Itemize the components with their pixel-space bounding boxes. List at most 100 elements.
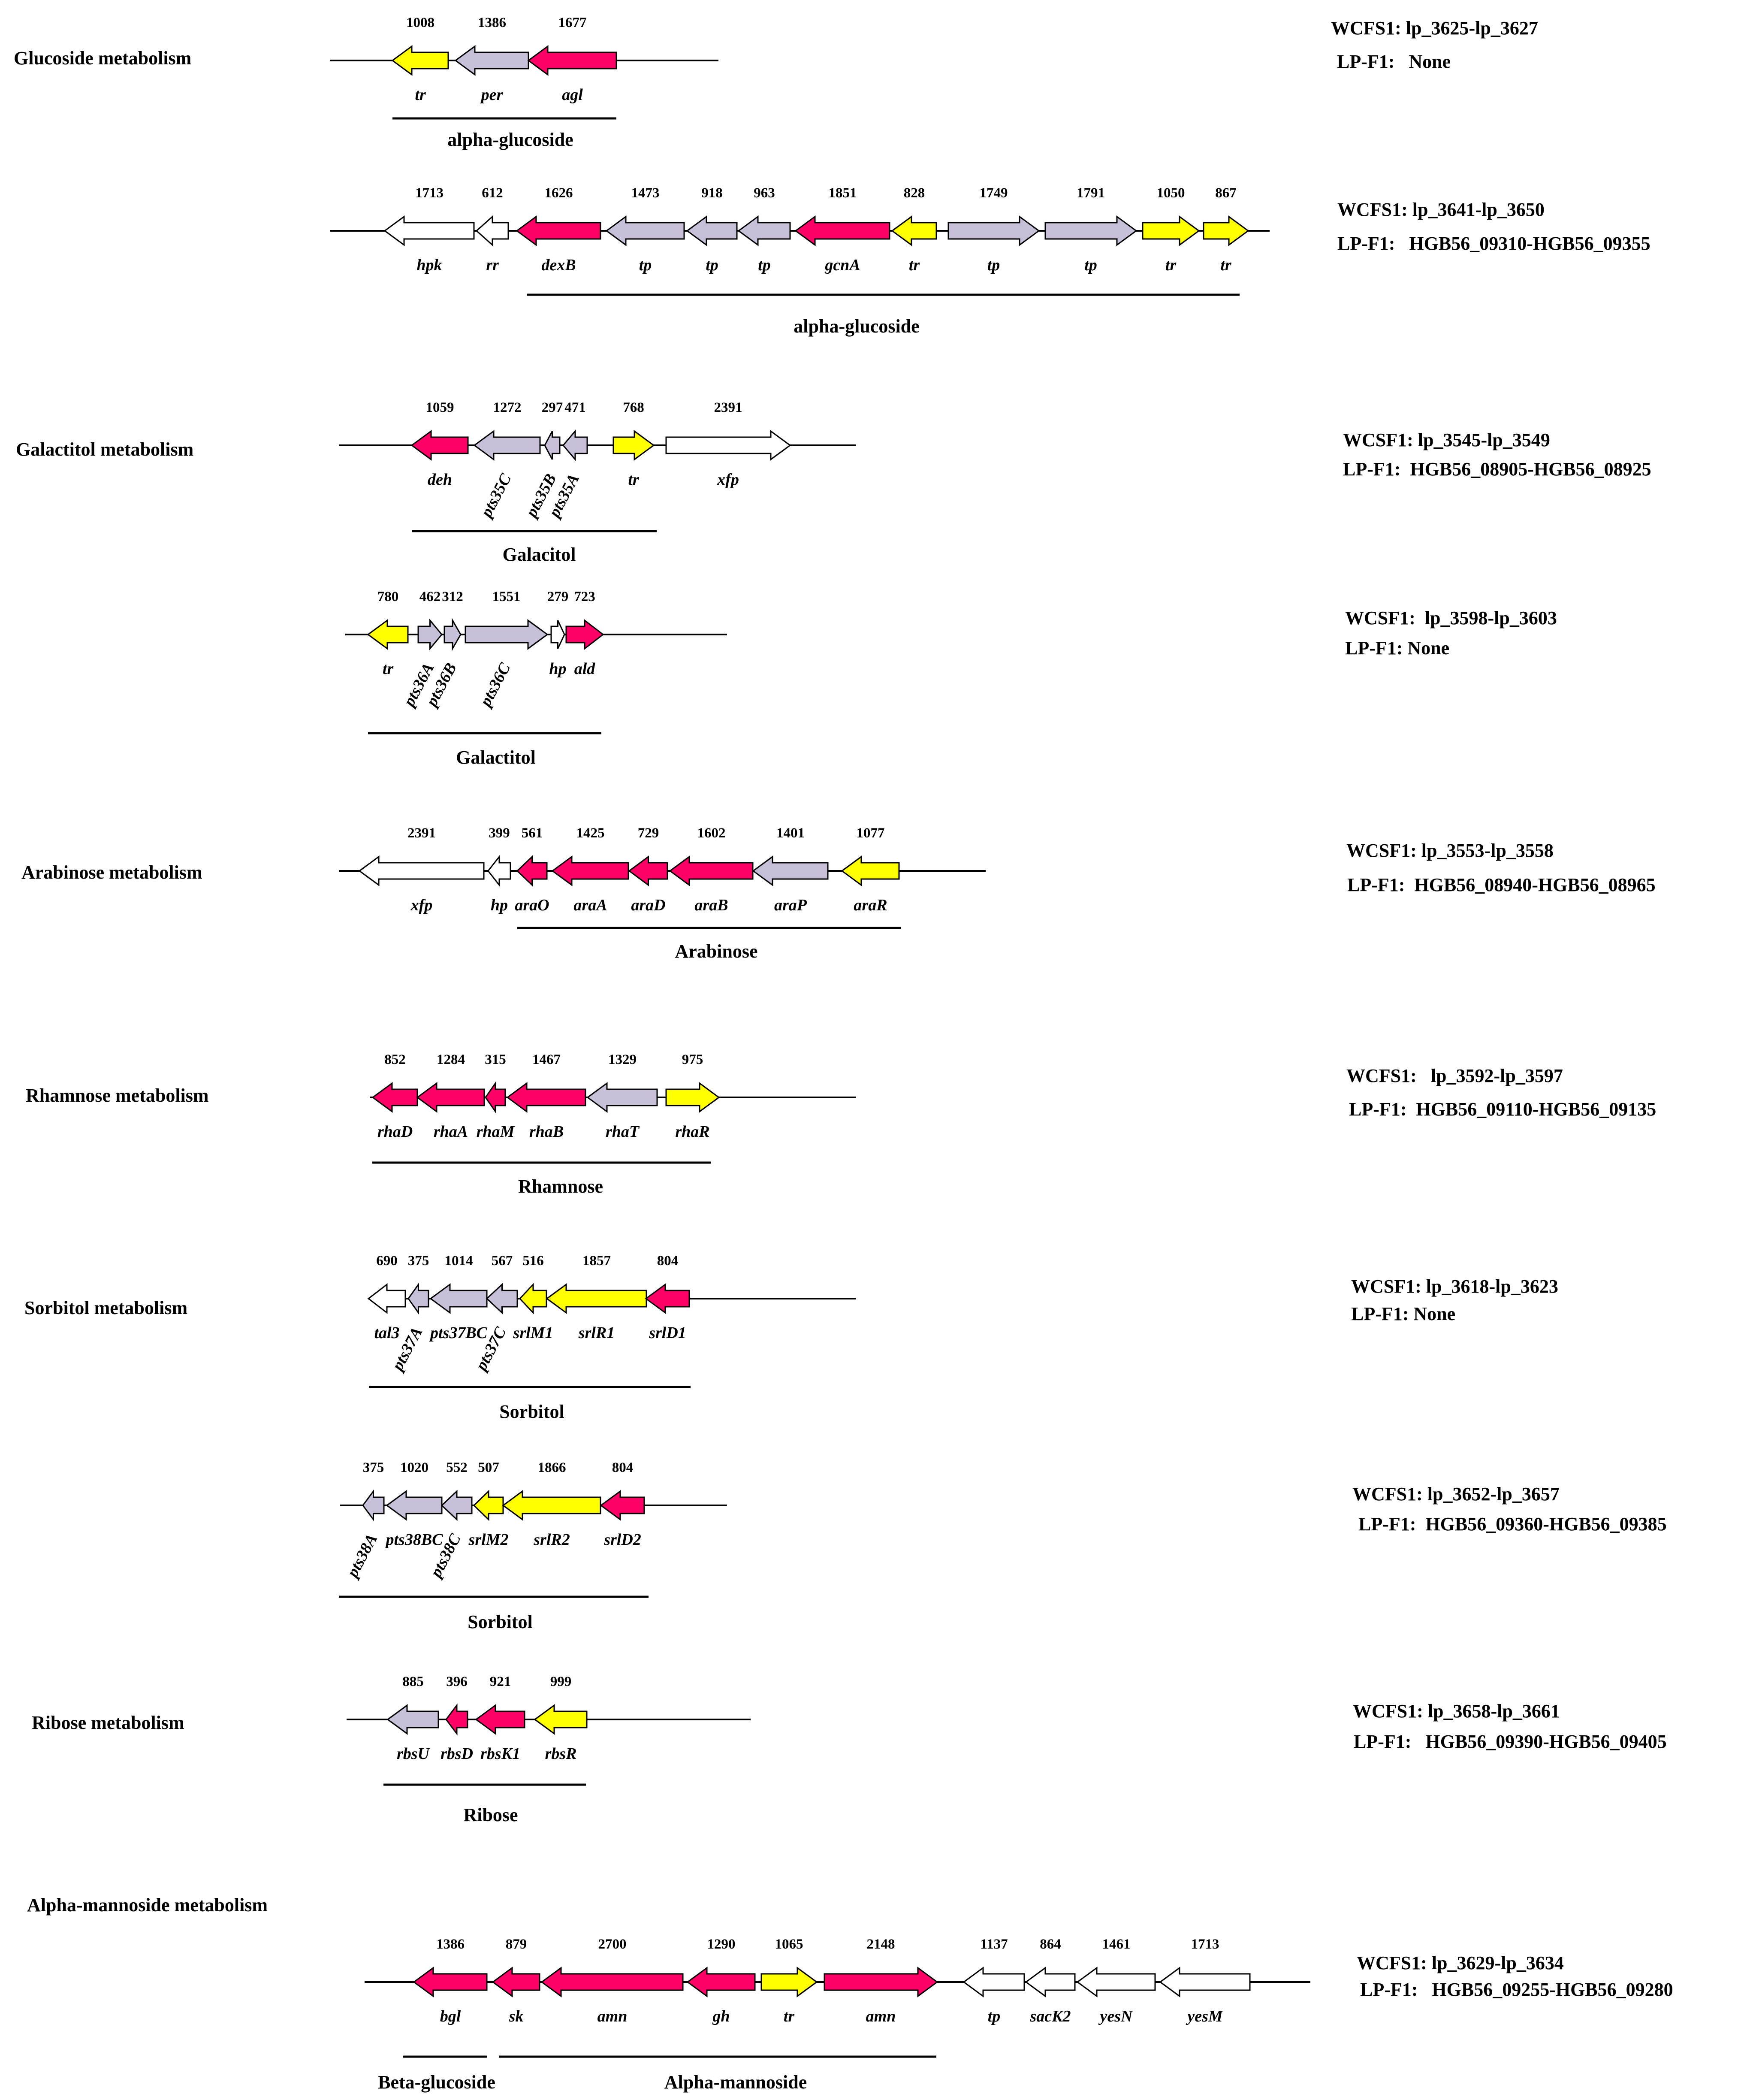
gene-size: 561: [522, 825, 543, 841]
substrate-group-label: Ribose: [463, 1804, 518, 1825]
gene-label: rr: [486, 256, 499, 274]
gene-size: 975: [682, 1052, 703, 1067]
gene-arrow-tp: [737, 215, 791, 246]
gene-label: hp: [491, 896, 508, 914]
gene-label: hp: [549, 660, 566, 678]
gene-label: xfp: [717, 471, 739, 489]
lpf1-locus: LP-F1: HGB56_08940-HGB56_08965: [1347, 874, 1656, 895]
gene-size: 963: [754, 185, 775, 201]
gene-size: 1749: [980, 185, 1008, 201]
gene-arrow-agl: [527, 45, 617, 76]
gene-label: rbsU: [397, 1745, 431, 1763]
gene-label: araR: [854, 896, 887, 914]
gene-arrow-rhaT: [586, 1082, 658, 1113]
gene-label: srlR2: [533, 1531, 570, 1549]
gene-size: 1059: [426, 400, 454, 415]
substrate-group-label: alpha-glucoside: [794, 316, 919, 337]
gene-arrow-tr: [891, 215, 937, 246]
gene-size: 507: [478, 1460, 499, 1475]
lpf1-locus: LP-F1: HGB56_09110-HGB56_09135: [1349, 1099, 1656, 1120]
gene-arrow-pts37A: [407, 1282, 429, 1315]
gene-label: per: [480, 86, 504, 104]
gene-arrow-srlM2: [473, 1490, 504, 1521]
gene-label: amn: [597, 2007, 628, 2025]
gene-label: rbsD: [441, 1745, 473, 1763]
gene-arrow-pts38C: [441, 1490, 473, 1521]
gene-label: sk: [509, 2007, 524, 2025]
gene-cluster-2: Galactitol metabolism 1059 deh 1272 pts35C 29…: [16, 400, 1651, 565]
gene-size: 1461: [1102, 1937, 1131, 1952]
gene-size: 885: [402, 1674, 424, 1689]
gene-size: 516: [522, 1253, 544, 1269]
lpf1-locus: LP-F1: None: [1351, 1303, 1455, 1324]
gene-arrow-pts36A: [417, 618, 443, 651]
gene-size: 1137: [980, 1937, 1008, 1952]
gene-arrow-xfp: [665, 430, 791, 461]
gene-size: 1020: [400, 1460, 428, 1475]
gene-label: sacK2: [1030, 2007, 1071, 2025]
substrate-group-label: Rhamnose: [518, 1176, 603, 1197]
gene-size: 1866: [538, 1460, 566, 1475]
gene-cluster-1: 1713 hpk 612 rr 1626 dexB 1473 tp 918 tp 963 tp 1851…: [330, 185, 1650, 337]
gene-arrow-hpk: [383, 215, 475, 246]
gene-size: 1401: [776, 825, 805, 841]
gene-arrow-tp: [963, 1967, 1025, 1997]
gene-label: srlD1: [649, 1324, 686, 1342]
gene-size: 552: [446, 1460, 468, 1475]
gene-arrow-pts36B: [444, 618, 462, 651]
gene-arrow-araR: [841, 855, 900, 886]
gene-size: 1050: [1157, 185, 1185, 201]
lpf1-locus: LP-F1: None: [1345, 638, 1449, 659]
gene-arrow-amn: [540, 1967, 684, 1997]
gene-size: 375: [363, 1460, 384, 1475]
wcfs1-locus: WCSF1: lp_3598-lp_3603: [1345, 607, 1557, 628]
gene-label: pts37BC: [429, 1324, 488, 1342]
lpf1-locus: LP-F1: HGB56_08905-HGB56_08925: [1343, 459, 1651, 480]
gene-arrow-rhaD: [371, 1082, 418, 1113]
gene-label: rhaA: [434, 1123, 468, 1141]
section-title: Rhamnose metabolism: [26, 1085, 209, 1106]
gene-arrow-rbsK1: [475, 1704, 525, 1735]
gene-arrow-xfp: [358, 855, 485, 886]
gene-label: srlD2: [603, 1531, 641, 1549]
gene-size: 312: [442, 589, 463, 604]
gene-size: 690: [376, 1253, 398, 1269]
wcfs1-locus: WCSF1: lp_3553-lp_3558: [1346, 840, 1554, 861]
gene-arrow-tr: [391, 45, 449, 76]
wcfs1-locus: WCFS1: lp_3652-lp_3657: [1352, 1484, 1560, 1505]
gene-label: deh: [428, 471, 452, 489]
section-title: Galactitol metabolism: [16, 439, 193, 460]
gene-label: araB: [694, 896, 728, 914]
gene-label: rbsR: [545, 1745, 577, 1763]
gene-size: 1857: [582, 1253, 611, 1269]
gene-arrow-gcnA: [794, 215, 890, 246]
gene-arrow-tr: [1203, 215, 1249, 246]
gene-size: 1284: [437, 1052, 465, 1067]
lpf1-locus: LP-F1: HGB56_09360-HGB56_09385: [1358, 1514, 1667, 1535]
gene-label: tr: [1165, 256, 1177, 274]
gene-arrow-tr: [613, 430, 655, 461]
gene-arrow-rhaR: [665, 1082, 720, 1113]
gene-label: tp: [706, 256, 718, 274]
gene-label: tr: [784, 2007, 795, 2025]
gene-size: 396: [446, 1674, 468, 1689]
gene-size: 1386: [436, 1937, 465, 1952]
gene-label: tp: [639, 256, 652, 274]
gene-arrow-srlR2: [502, 1490, 601, 1521]
gene-label: rhaM: [477, 1123, 515, 1141]
gene-label: tal3: [374, 1324, 399, 1342]
gene-size: 852: [384, 1052, 406, 1067]
gene-arrow-per: [454, 45, 529, 76]
gene-arrow-tr: [367, 619, 409, 650]
gene-arrow-rbsU: [386, 1704, 439, 1735]
gene-cluster-6: Sorbitol metabolism690tal3375pts37A1014p…: [24, 1253, 1558, 1422]
gene-size: 612: [482, 185, 503, 201]
gene-arrow-srlD1: [645, 1283, 690, 1314]
section-title: Alpha-mannoside metabolism: [27, 1895, 268, 1916]
gene-arrow-bgl: [413, 1967, 488, 1997]
gene-label: rhaT: [606, 1123, 640, 1141]
gene-size: 2148: [867, 1937, 895, 1952]
gene-size: 297: [542, 400, 563, 415]
gene-size: 1014: [445, 1253, 473, 1269]
gene-size: 1467: [532, 1052, 561, 1067]
